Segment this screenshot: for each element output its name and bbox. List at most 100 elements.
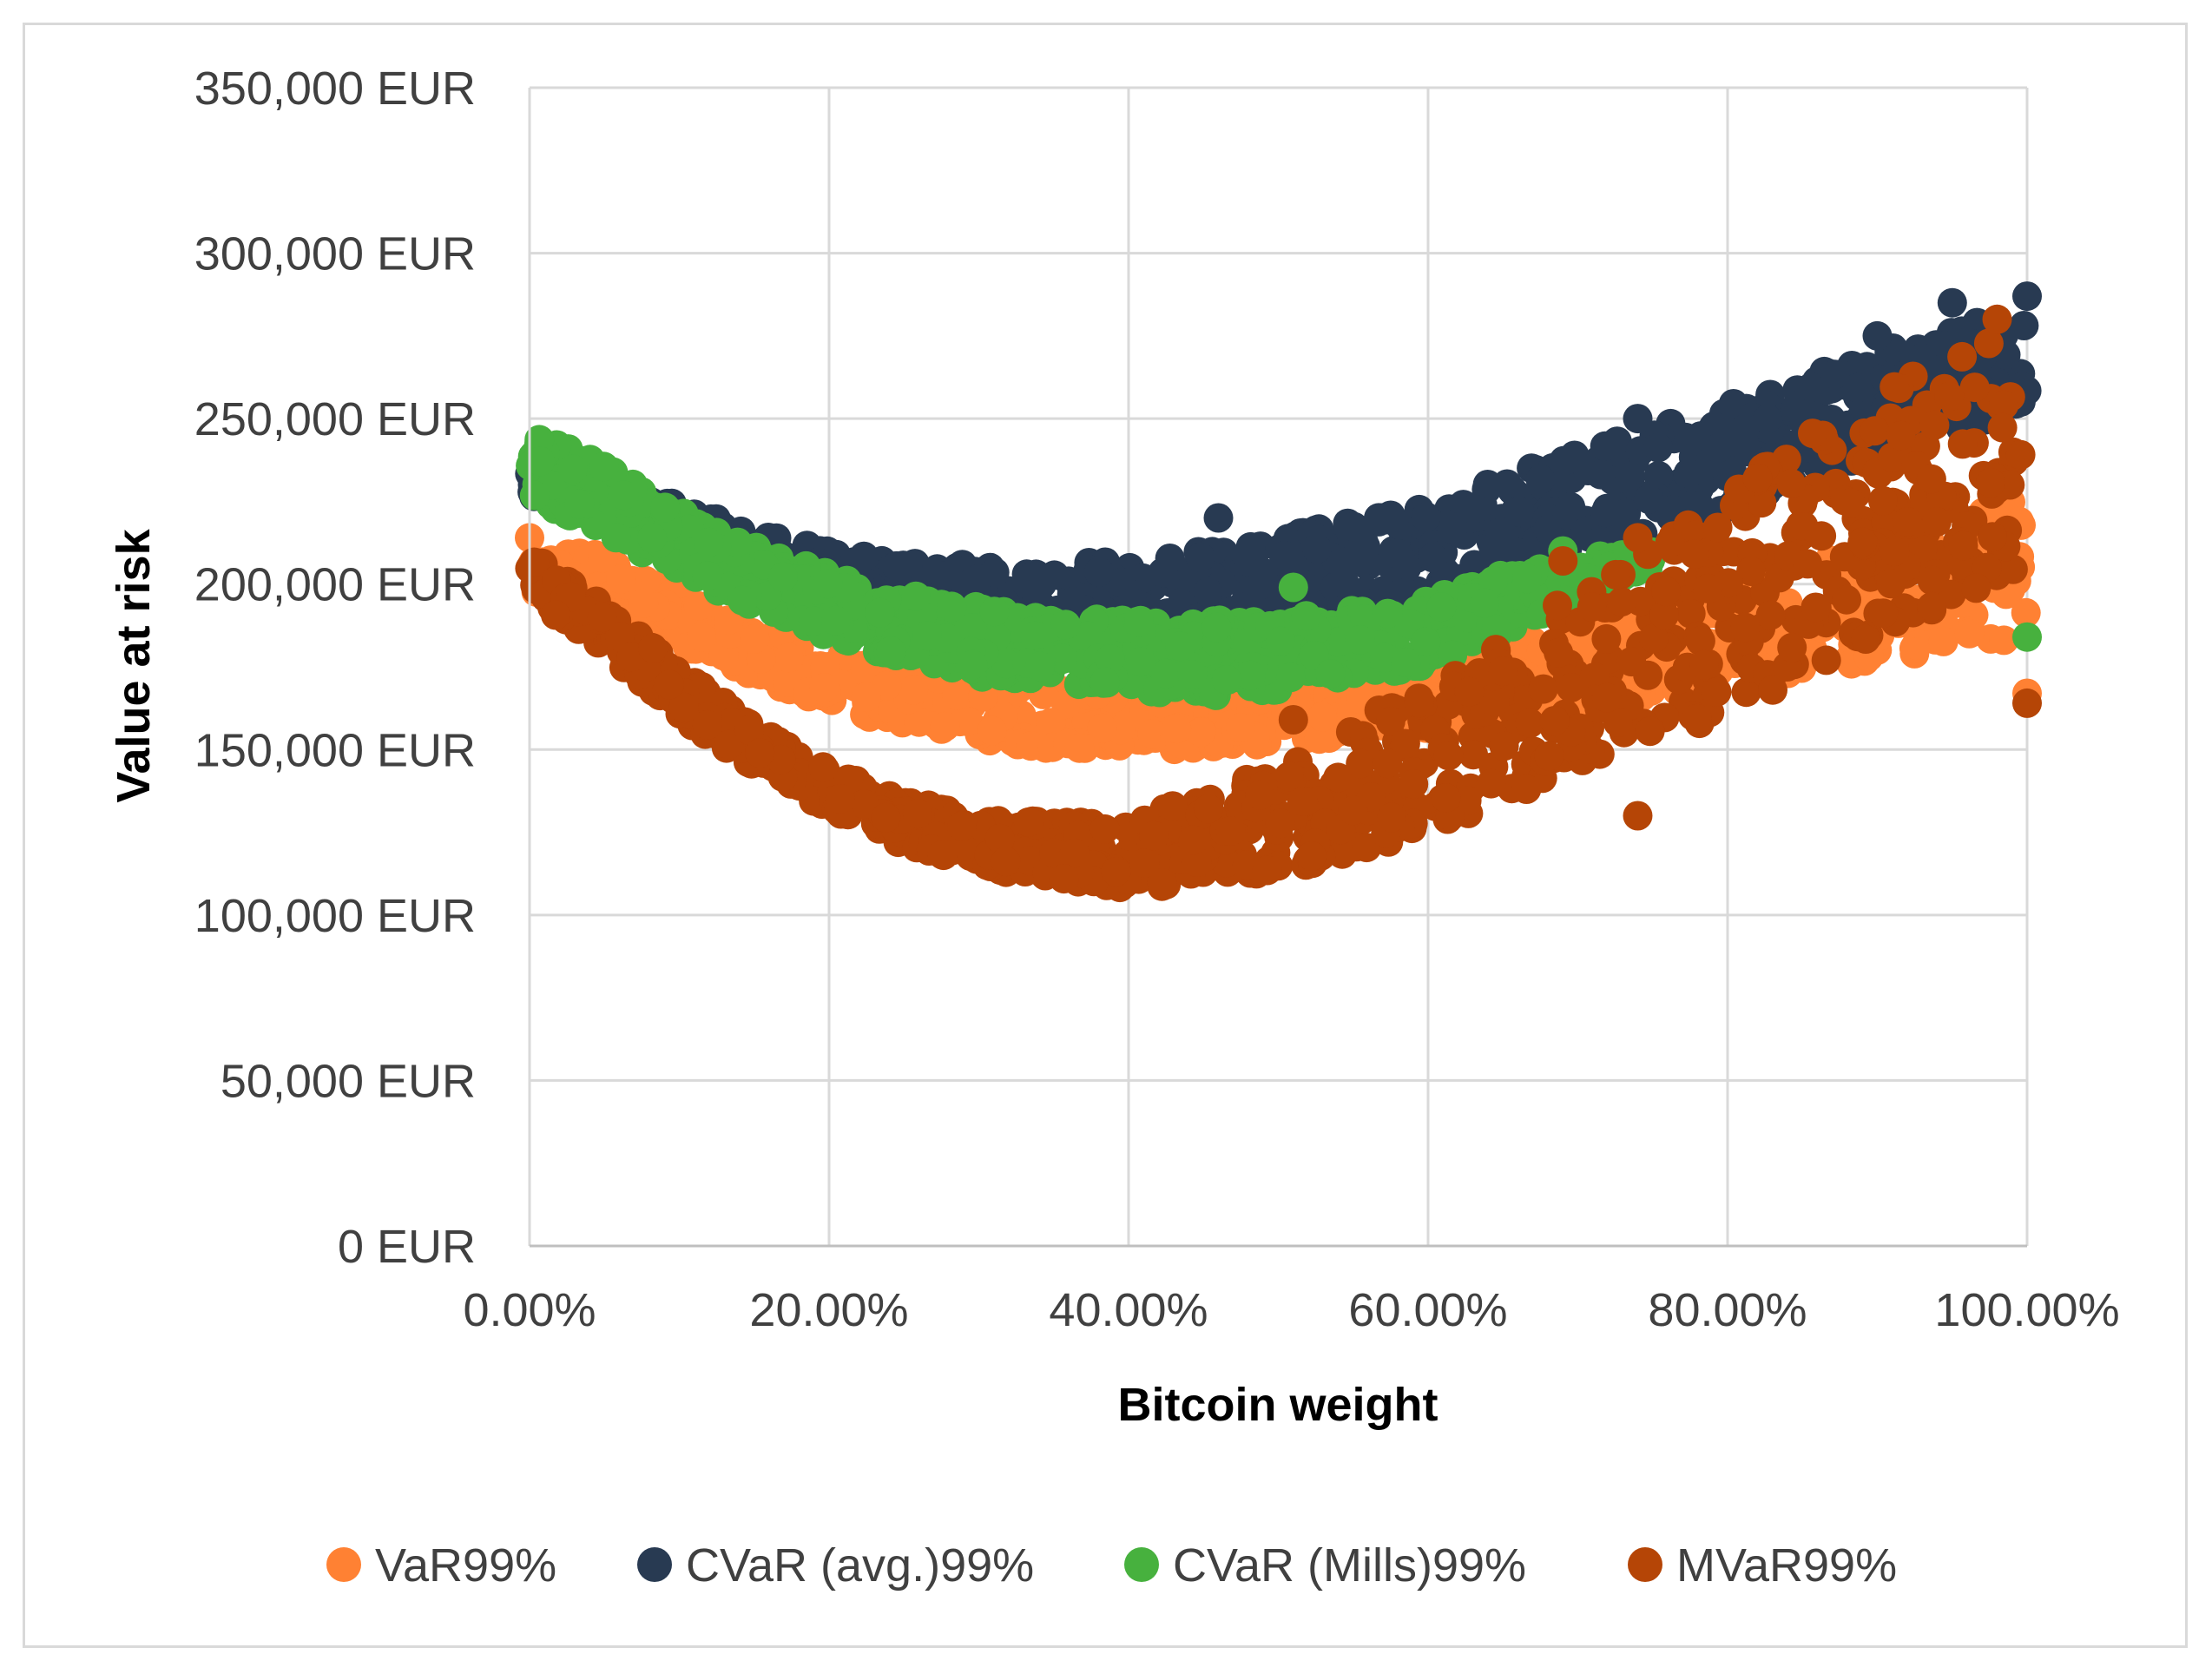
data-point: [1178, 825, 1208, 855]
data-point: [1577, 592, 1607, 623]
data-point: [1702, 676, 1732, 707]
data-point: [1488, 656, 1518, 687]
data-point: [1087, 713, 1117, 743]
data-point: [1090, 667, 1120, 697]
data-point: [930, 711, 960, 741]
data-point: [1643, 432, 1673, 463]
data-point: [687, 622, 716, 652]
data-point: [1934, 381, 1965, 412]
data-point: [876, 636, 906, 666]
data-point: [912, 621, 942, 651]
data-point: [1411, 627, 1441, 657]
data-point-outlier: [1623, 523, 1653, 553]
data-point: [1607, 587, 1636, 617]
data-point: [557, 454, 588, 484]
data-point: [2011, 597, 2041, 628]
data-point: [601, 523, 631, 553]
data-point: [1886, 420, 1916, 451]
data-point: [1591, 623, 1622, 654]
data-point: [1860, 416, 1890, 446]
data-point: [977, 715, 1007, 746]
data-point: [984, 823, 1015, 853]
x-tick-label: 60.00%: [1348, 1284, 1507, 1336]
data-point: [1304, 724, 1334, 755]
data-point: [904, 707, 934, 737]
data-point: [1426, 592, 1457, 623]
data-point-outlier: [1862, 320, 1893, 351]
data-point: [1411, 502, 1441, 532]
data-point: [902, 799, 932, 829]
data-point: [768, 562, 798, 592]
axes: [528, 88, 2027, 1248]
data-point: [1901, 630, 1932, 660]
x-tick-label: 40.00%: [1049, 1284, 1208, 1336]
data-point: [808, 752, 839, 782]
data-point: [1016, 731, 1046, 761]
data-point: [927, 840, 958, 870]
data-point: [1793, 549, 1823, 579]
data-point: [1556, 673, 1586, 702]
data-point: [1842, 372, 1873, 403]
data-point: [1635, 716, 1665, 747]
data-point: [564, 489, 595, 519]
y-axis-title: Value at risk: [108, 528, 160, 802]
data-point: [1064, 733, 1095, 763]
data-point: [1868, 598, 1899, 629]
data-point: [849, 789, 879, 820]
data-point: [1543, 590, 1572, 621]
data-point: [1185, 542, 1215, 572]
data-point: [1275, 662, 1306, 693]
data-point: [1431, 783, 1461, 813]
data-point: [745, 738, 775, 768]
legend: VaR99% CVaR (avg.)99% CVaR (Mills)99% MVaR9…: [326, 1539, 1897, 1592]
data-point: [1252, 855, 1282, 886]
x-tick-label: 100.00%: [1934, 1284, 2119, 1336]
data-point: [519, 547, 550, 577]
data-point: [1947, 341, 1978, 372]
data-point: [1339, 544, 1369, 574]
data-point: [734, 715, 765, 745]
data-point: [1307, 702, 1338, 732]
data-point-outlier: [2012, 281, 2042, 312]
data-point: [1458, 494, 1488, 524]
data-point: [825, 784, 855, 814]
data-point: [1212, 664, 1242, 695]
data-point: [1291, 601, 1321, 631]
data-point: [865, 597, 895, 628]
legend-marker: [326, 1547, 361, 1582]
data-point: [849, 541, 879, 571]
data-point-outlier: [2012, 622, 2042, 652]
data-point: [1139, 821, 1169, 851]
data-point: [1479, 687, 1510, 717]
data-point: [1917, 591, 1947, 622]
data-point: [525, 446, 556, 477]
data-point: [1729, 414, 1760, 445]
data-point: [1776, 468, 1807, 498]
data-point: [1095, 644, 1125, 674]
data-point: [1634, 484, 1664, 514]
data-point: [1165, 631, 1195, 662]
data-point: [1049, 864, 1079, 894]
data-point: [668, 692, 699, 722]
data-point: [1148, 557, 1178, 588]
data-point: [1525, 465, 1556, 494]
data-point: [1476, 768, 1506, 799]
data-point: [991, 847, 1021, 877]
legend-label: CVaR (Mills)99%: [1173, 1539, 1526, 1592]
data-point: [1777, 632, 1807, 662]
data-point: [1987, 412, 2018, 443]
data-point: [1478, 566, 1508, 596]
data-point: [1585, 459, 1616, 490]
data-point: [1186, 717, 1216, 748]
data-point: [1162, 714, 1192, 744]
data-point: [1504, 497, 1534, 527]
data-point: [1673, 458, 1703, 489]
data-point: [2009, 311, 2039, 340]
data-point: [1752, 404, 1782, 434]
data-point: [888, 550, 918, 581]
data-point: [1675, 598, 1706, 629]
data-point: [1649, 600, 1679, 630]
data-point: [1492, 469, 1522, 499]
data-point-outlier: [1278, 705, 1308, 735]
